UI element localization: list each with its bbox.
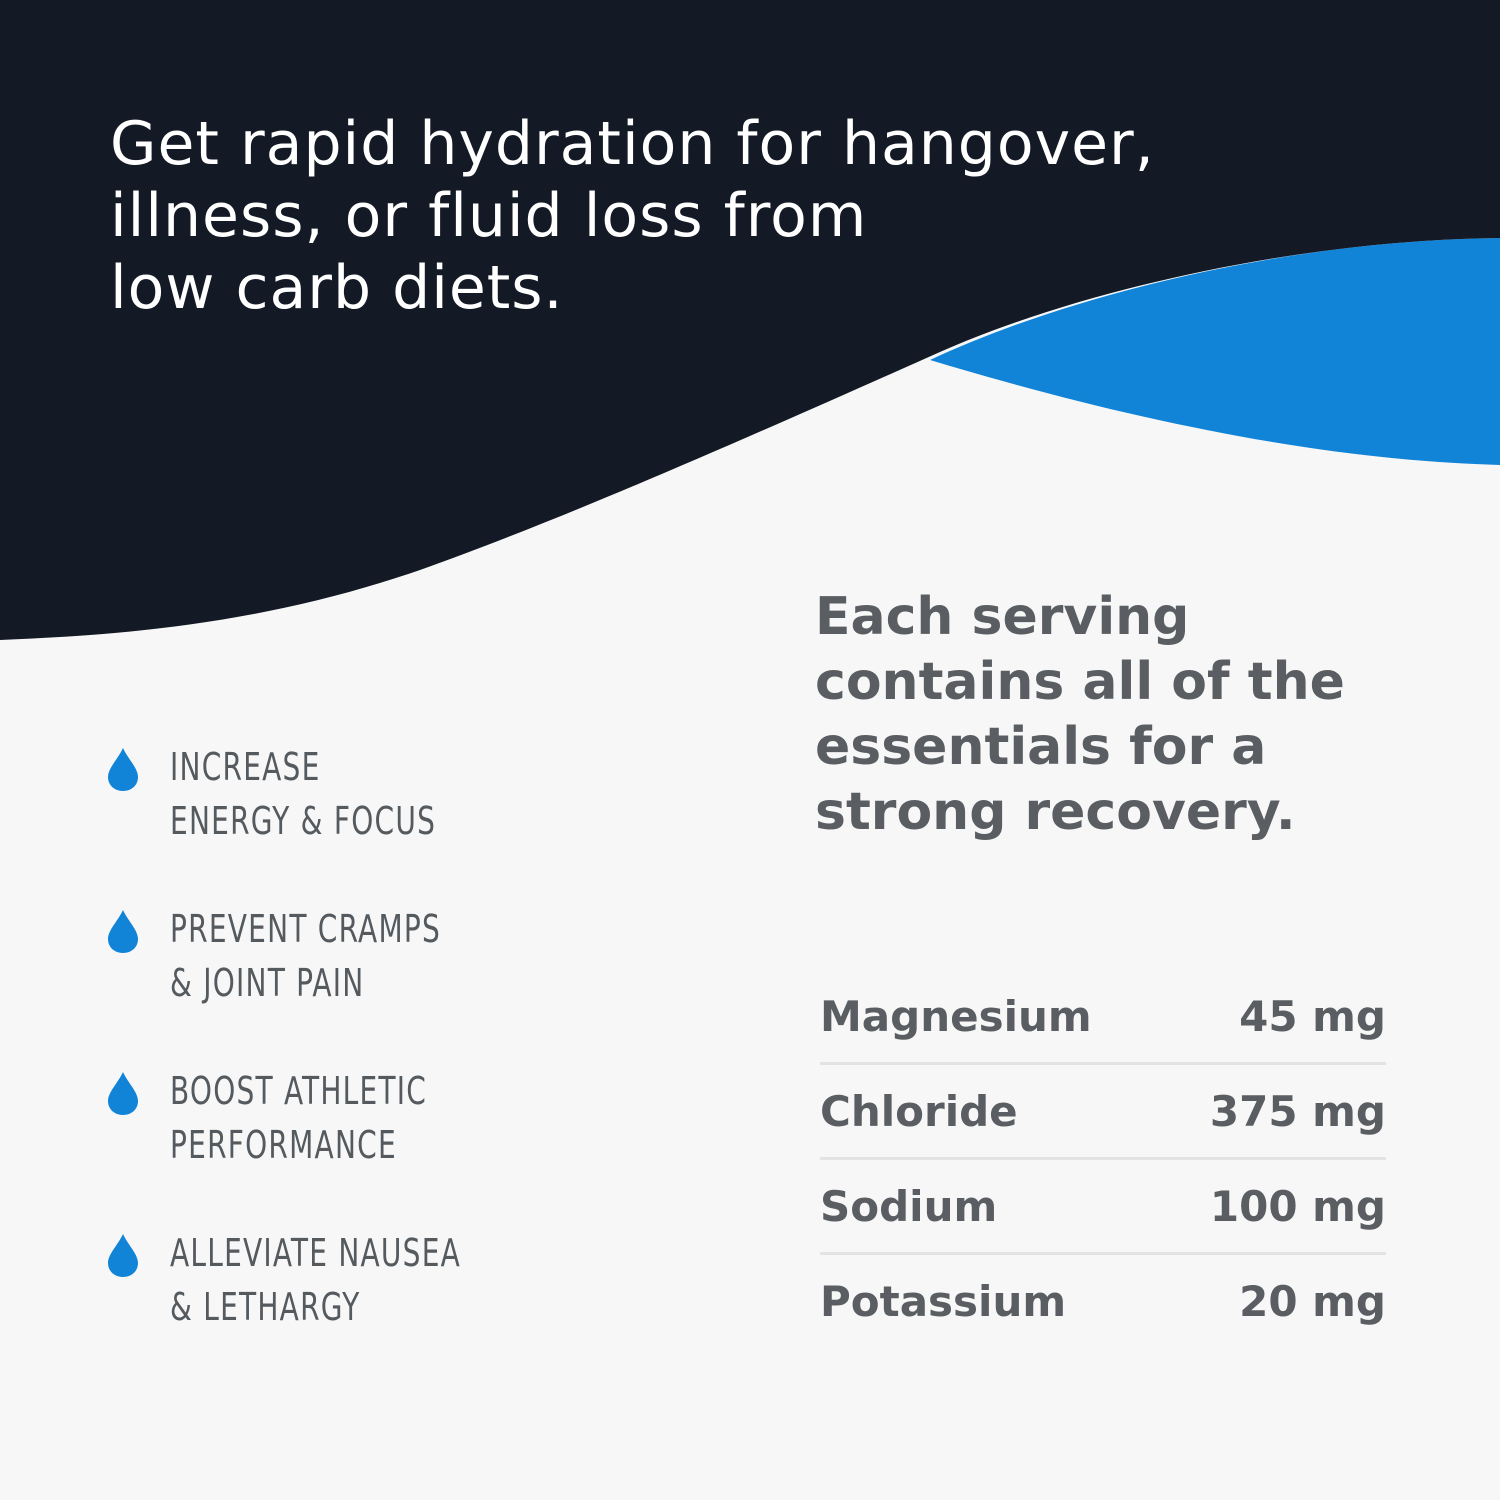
benefit-line: ALLEVIATE NAUSEA — [170, 1231, 462, 1275]
serving-line: essentials for a — [815, 717, 1267, 777]
benefit-line: & LETHARGY — [170, 1285, 361, 1329]
nutrient-name: Chloride — [820, 1086, 1018, 1136]
nutrient-row: Potassium 20 mg — [820, 1255, 1386, 1347]
blue-wave — [930, 238, 1500, 465]
headline-line: low carb diets. — [110, 253, 564, 323]
benefit-line: & JOINT PAIN — [170, 961, 365, 1005]
serving-line: contains all of the — [815, 652, 1345, 712]
benefits-list: INCREASE ENERGY & FOCUS PREVENT CRAMPS &… — [105, 740, 625, 1388]
headline: Get rapid hydration for hangover, illnes… — [110, 108, 1310, 324]
nutrient-row: Sodium 100 mg — [820, 1160, 1386, 1255]
benefit-line: PREVENT CRAMPS — [170, 907, 442, 951]
benefit-line: PERFORMANCE — [170, 1123, 397, 1167]
nutrient-name: Sodium — [820, 1181, 998, 1231]
benefit-item: INCREASE ENERGY & FOCUS — [105, 740, 625, 902]
nutrient-table: Magnesium 45 mg Chloride 375 mg Sodium 1… — [820, 970, 1386, 1347]
benefit-item: PREVENT CRAMPS & JOINT PAIN — [105, 902, 625, 1064]
serving-line: strong recovery. — [815, 782, 1296, 842]
nutrient-row: Chloride 375 mg — [820, 1065, 1386, 1160]
serving-heading: Each serving contains all of the essenti… — [815, 585, 1455, 845]
nutrient-amount: 20 mg — [1239, 1276, 1386, 1326]
benefit-line: BOOST ATHLETIC — [170, 1069, 428, 1113]
benefit-item: ALLEVIATE NAUSEA & LETHARGY — [105, 1226, 625, 1388]
water-drop-icon — [108, 1072, 138, 1115]
benefit-label: BOOST ATHLETIC PERFORMANCE — [170, 1064, 427, 1172]
benefit-label: ALLEVIATE NAUSEA & LETHARGY — [170, 1226, 461, 1334]
nutrient-amount: 100 mg — [1209, 1181, 1386, 1231]
benefit-item: BOOST ATHLETIC PERFORMANCE — [105, 1064, 625, 1226]
benefit-label: PREVENT CRAMPS & JOINT PAIN — [170, 902, 441, 1010]
water-drop-icon — [108, 748, 138, 791]
benefit-label: INCREASE ENERGY & FOCUS — [170, 740, 436, 848]
nutrient-amount: 45 mg — [1239, 991, 1386, 1041]
benefit-line: ENERGY & FOCUS — [170, 799, 437, 843]
nutrient-amount: 375 mg — [1209, 1086, 1386, 1136]
water-drop-icon — [108, 1234, 138, 1277]
water-drop-icon — [108, 910, 138, 953]
serving-line: Each serving — [815, 587, 1190, 647]
headline-line: Get rapid hydration for hangover, — [110, 109, 1155, 179]
nutrient-name: Magnesium — [820, 991, 1092, 1041]
nutrient-row: Magnesium 45 mg — [820, 970, 1386, 1065]
benefit-line: INCREASE — [170, 745, 321, 789]
nutrient-name: Potassium — [820, 1276, 1067, 1326]
navy-header-wave — [0, 0, 1500, 640]
headline-line: illness, or fluid loss from — [110, 181, 868, 251]
